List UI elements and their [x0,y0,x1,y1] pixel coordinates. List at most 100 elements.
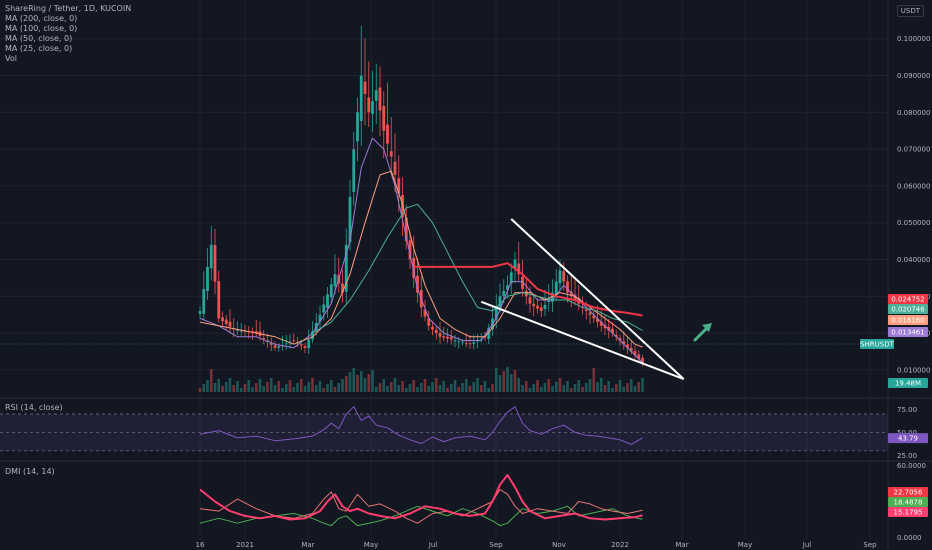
volume-bar [198,388,202,392]
candle-body [408,240,412,260]
candle-body [622,341,626,345]
candle-body [584,309,588,312]
volume-bar [251,387,254,392]
dmi-pane-title[interactable]: DMI (14, 14) [5,467,55,476]
candle-body [558,270,562,284]
candle-body [326,294,329,308]
x-tick-label: Mar [301,541,314,549]
candle-body [472,342,476,344]
volume-bar [258,379,262,392]
candle-body [333,274,337,287]
volume-bar [296,383,299,392]
rsi-pane-title[interactable]: RSI (14, close) [5,403,63,412]
volume-bar [239,388,243,392]
volume-bar [266,382,269,392]
candle-body [269,342,273,345]
x-tick-label: May [364,541,378,549]
volume-bar [236,381,239,392]
candle-body [464,342,468,344]
volume-bar [524,381,528,392]
candle-body [202,288,206,314]
volume-bar [213,383,217,392]
candle-body [468,343,472,345]
candle-body [539,307,543,312]
volume-bar [434,378,438,392]
candle-body [404,217,408,242]
volume-bar [566,381,569,392]
volume-legend[interactable]: Vol [5,54,17,63]
volume-bar [513,370,517,392]
volume-bar [472,382,476,392]
volume-bar [622,387,626,392]
ma25-legend[interactable]: MA (25, close, 0) [5,44,73,53]
volume-bar [618,380,622,392]
volume-bar [637,382,641,392]
ma25-line [199,137,643,363]
candle-body [599,321,603,326]
volume-bar [277,381,281,392]
candle-body [596,318,599,323]
candle-body [329,284,333,298]
volume-bar [592,368,596,392]
trendline [480,300,685,381]
candle-body [479,338,483,340]
candle-body [374,90,378,101]
candle-body [442,336,446,338]
volume-bar [371,370,374,392]
candle-body [461,342,464,344]
volume-bar [363,378,367,392]
volume-bar [551,386,554,392]
currency-badge[interactable]: USDT [896,5,924,17]
price-tag [888,378,928,388]
volume-bar [449,384,453,392]
candle-body [363,81,367,94]
volume-bar [629,379,633,392]
candle-body [592,315,596,319]
price-tag [888,304,928,314]
candle-body [588,312,592,315]
volume-bar [311,378,314,392]
candle-body [633,351,637,356]
volume-bar [281,388,284,392]
candle-body [262,338,266,340]
candle-body [344,244,348,292]
candle-body [236,330,239,331]
volume-bar [461,383,464,392]
candle-body [423,309,427,317]
volume-bar [243,384,247,392]
volume-bar [446,388,449,392]
ma200-legend[interactable]: MA (200, close, 0) [5,14,78,23]
volume-bar [483,381,487,392]
volume-bar [607,381,611,392]
rsi-value-text: 43.79 [898,435,918,443]
volume-bar [596,382,599,392]
volume-bar [386,386,389,392]
candle-body [221,317,224,322]
candle-body [254,331,258,334]
up-arrow-icon [702,323,712,332]
candle-body [502,290,506,297]
ma100-legend[interactable]: MA (100, close, 0) [5,24,78,33]
candle-body [224,319,228,324]
candle-body [427,318,431,326]
candle-body [318,314,322,322]
candle-body [378,87,382,111]
candle-body [618,338,622,341]
candle-body [397,178,401,194]
symbol-title[interactable]: ShareRing / Tether, 1D, KUCOIN [5,4,132,13]
candle-body [641,357,644,363]
volume-bar [217,379,221,392]
volume-bar [498,375,502,392]
candle-body [311,331,314,340]
x-tick-label: Jul [428,541,438,549]
candle-body [517,263,521,275]
price-tag-text: 0.013461 [891,329,924,337]
candle-body [554,281,558,296]
volume-bar [314,385,318,392]
volume-bar [412,380,416,392]
ma50-legend[interactable]: MA (50, close, 0) [5,34,73,43]
volume-bar [303,386,307,392]
up-arrow-shaft [693,325,710,342]
x-tick-label: 2022 [611,541,629,549]
